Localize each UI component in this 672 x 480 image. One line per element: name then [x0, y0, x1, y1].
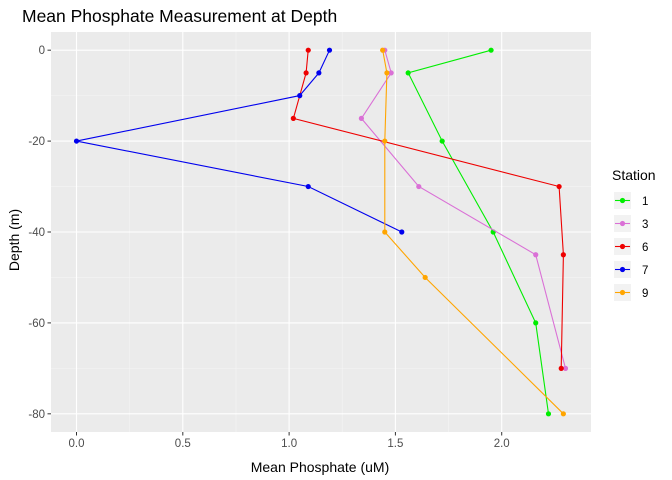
data-point [303, 70, 309, 76]
series-line-3 [360, 50, 567, 369]
legend-item-9: 9 [614, 284, 648, 301]
legend-item-7: 7 [614, 261, 648, 278]
x-tick-label: 1.5 [387, 438, 403, 450]
data-point [305, 183, 311, 190]
legend-item-6: 6 [614, 238, 648, 255]
data-point [422, 274, 428, 281]
data-point [533, 252, 539, 258]
data-point [545, 411, 552, 417]
y-axis-ticks: 0 -20 -40 -60 -80 [28, 45, 51, 421]
data-point [533, 320, 539, 326]
y-tick-label: -20 [28, 136, 45, 148]
data-point [405, 70, 411, 76]
y-tick-label: -40 [28, 227, 45, 239]
series-layer [73, 47, 569, 417]
data-point [316, 70, 322, 76]
data-point [297, 93, 303, 99]
series-line-7 [76, 49, 403, 233]
x-tick-label: 0.5 [175, 438, 191, 450]
legend-item-1: 1 [614, 192, 648, 209]
data-point [305, 47, 311, 53]
x-axis-ticks: 0.0 0.5 1.0 1.5 2.0 [69, 432, 510, 450]
data-point [384, 70, 390, 76]
series-line-1 [407, 49, 550, 414]
y-tick-label: -80 [28, 409, 45, 421]
major-gridlines [51, 32, 591, 432]
chart-title: Mean Phosphate Measurement at Depth [22, 6, 337, 26]
x-tick-label: 1.0 [281, 438, 297, 450]
series-9 [380, 47, 566, 417]
y-tick-label: 0 [39, 45, 45, 57]
data-point [382, 138, 388, 144]
data-point [560, 252, 566, 258]
data-point [416, 183, 422, 190]
data-point [388, 70, 394, 76]
legend-item-3: 3 [614, 215, 648, 232]
legend-label: 3 [642, 219, 648, 231]
data-point [358, 115, 364, 121]
x-tick-label: 0.0 [69, 438, 85, 450]
y-tick-label: -60 [28, 318, 45, 330]
data-point [488, 47, 494, 53]
series-line-9 [382, 50, 564, 415]
legend-title: Station [612, 167, 656, 183]
series-7 [73, 47, 405, 235]
data-point [558, 365, 564, 371]
series-6 [290, 47, 566, 371]
y-axis-title: Depth (m) [6, 209, 22, 271]
legend-key-point [619, 266, 626, 273]
data-point [380, 47, 386, 53]
series-1 [405, 47, 552, 417]
legend-key-point [619, 243, 626, 250]
legend-key-point [619, 197, 626, 204]
data-point [382, 229, 388, 235]
legend-key-point [619, 220, 626, 227]
legend-label: 9 [642, 288, 648, 300]
legend-label: 7 [642, 265, 648, 277]
data-point [562, 365, 569, 371]
legend-label: 6 [642, 242, 648, 254]
data-point [73, 138, 80, 144]
data-point [399, 229, 405, 235]
x-tick-label: 2.0 [494, 438, 510, 450]
data-point [326, 47, 333, 53]
data-point [439, 138, 445, 144]
x-axis-title: Mean Phosphate (uM) [251, 459, 390, 475]
legend-label: 1 [642, 196, 648, 208]
legend: Station 1 3 6 7 9 [612, 167, 656, 301]
data-point [556, 183, 562, 190]
data-point [290, 115, 296, 121]
legend-key-point [619, 289, 626, 296]
series-line-6 [292, 50, 564, 369]
data-point [560, 411, 566, 417]
